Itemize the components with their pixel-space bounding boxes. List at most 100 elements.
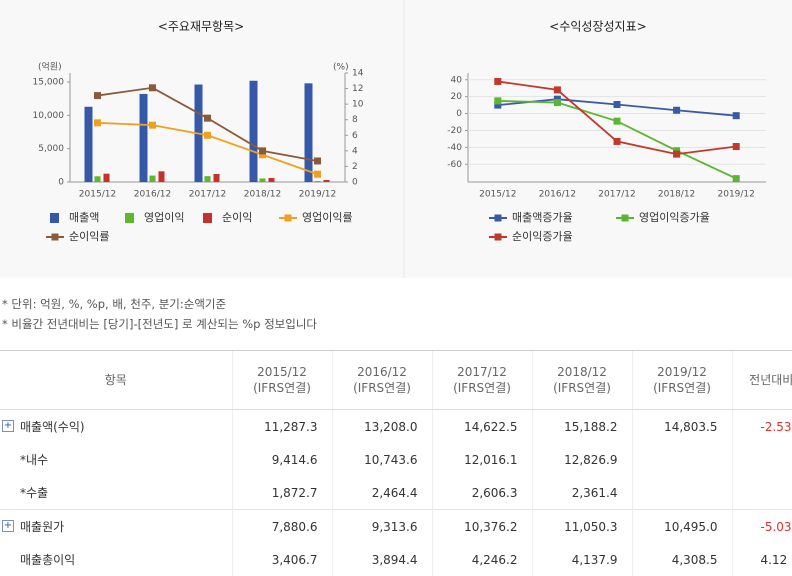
change-value: 4.12 (760, 552, 788, 567)
value-cell: 2,361.4 (531, 476, 632, 510)
value: 12,016.1 (464, 452, 518, 467)
value-cell: 4,137.9 (531, 543, 632, 576)
row-label: + 매출액(수익) (0, 410, 232, 444)
table-row: *수출 1,872.7 2,464.4 2,606.3 2,361.4 (0, 476, 792, 510)
value: 11,287.3 (264, 419, 318, 434)
value-cell: 2,606.3 (431, 476, 532, 510)
value: 2,606.3 (471, 485, 518, 500)
y-tick-label: 15,000 (33, 78, 65, 88)
row-label: + 매출원가 (0, 509, 232, 543)
value: 2,361.4 (571, 485, 618, 500)
y2-tick-label: 14 (352, 69, 364, 79)
bar (213, 174, 220, 182)
marker (553, 86, 561, 94)
marker (613, 101, 621, 109)
legend-swatch (203, 213, 212, 223)
chart-title: <수익성장성지표> (549, 20, 646, 34)
value: 3,406.7 (271, 552, 318, 567)
value: 13,208.0 (364, 419, 418, 434)
legend-marker (494, 233, 502, 241)
value: 7,880.6 (271, 519, 318, 534)
legend-swatch (50, 213, 59, 223)
value-cell: 4,246.2 (431, 543, 532, 576)
header-cell: 2018/12 (IFRS연결) (531, 350, 632, 410)
header-basis: (IFRS연결) (653, 381, 711, 395)
value-cell: 2,464.4 (331, 476, 432, 510)
y-tick-label: 10,000 (33, 111, 65, 121)
value-cell: 12,826.9 (531, 443, 632, 476)
x-tick-label: 2015/12 (79, 190, 116, 200)
y2-tick-label: 0 (352, 178, 358, 188)
row-label: 매출총이익 (0, 543, 232, 576)
row-label-text: 매출총이익 (20, 553, 76, 567)
header-cell: 2019/12 (IFRS연결) (631, 350, 732, 410)
change-cell (731, 476, 792, 510)
value: 15,188.2 (564, 419, 618, 434)
value-cell (631, 476, 732, 510)
row-label-text: *수출 (20, 486, 49, 500)
y-tick-label: 0 (58, 178, 64, 188)
financial-table: 항목 2015/12 (IFRS연결) 2016/12 (IFRS연결) 2017/12 (… (0, 350, 792, 576)
value-cell: 14,622.5 (431, 409, 532, 443)
header-period: 2015/12 (257, 365, 307, 379)
legend-label: 순이익 (222, 211, 252, 224)
y-tick-label: -60 (447, 160, 462, 170)
legend-swatch (125, 213, 134, 223)
value: 11,050.3 (564, 519, 618, 534)
value: 4,137.9 (571, 552, 618, 567)
value-cell: 10,743.6 (331, 443, 432, 476)
value-cell: 13,208.0 (331, 409, 432, 443)
header-cell: 2015/12 (IFRS연결) (231, 350, 332, 410)
value: 1,872.7 (271, 485, 318, 500)
y2-axis-label: (%) (333, 63, 349, 73)
value-cell: 1,872.7 (231, 476, 332, 510)
expand-button[interactable]: + (2, 420, 14, 432)
row-label: *수출 (0, 476, 232, 510)
x-tick-label: 2019/12 (299, 190, 336, 200)
x-tick-label: 2017/12 (189, 190, 226, 200)
y2-tick-label: 8 (352, 115, 358, 125)
change-cell (731, 443, 792, 476)
value: 14,803.5 (664, 419, 718, 434)
y2-tick-label: 10 (352, 100, 364, 110)
y-axis-label: (억원) (38, 61, 62, 73)
value: 2,464.4 (371, 485, 418, 500)
change-cell: -5.03 (731, 509, 792, 543)
panel (405, 0, 792, 278)
value: 4,308.5 (671, 552, 718, 567)
marker (204, 114, 211, 122)
value: 9,414.6 (271, 452, 318, 467)
header-period: 2017/12 (457, 365, 507, 379)
y2-tick-label: 2 (352, 162, 358, 172)
legend-marker (284, 214, 292, 222)
marker (732, 112, 740, 120)
row-label-text: 매출액(수익) (20, 420, 85, 434)
marker (553, 99, 561, 107)
header-cell: 2016/12 (IFRS연결) (331, 350, 432, 410)
value: 4,246.2 (471, 552, 518, 567)
value: 10,376.2 (464, 519, 518, 534)
x-tick-label: 2018/12 (244, 190, 281, 200)
header-basis: (IFRS연결) (353, 381, 411, 395)
value: 9,313.6 (371, 519, 418, 534)
marker (732, 143, 740, 151)
value-cell: 9,414.6 (231, 443, 332, 476)
marker (149, 121, 156, 129)
table-row: 매출총이익 3,406.7 3,894.4 4,246.2 4,137.9 4,308.5… (0, 543, 792, 576)
x-tick-label: 2018/12 (658, 190, 695, 200)
marker (494, 97, 502, 105)
header-basis: (IFRS연결) (253, 381, 311, 395)
value-cell: 4,308.5 (631, 543, 732, 576)
x-tick-label: 2015/12 (479, 190, 516, 200)
marker (613, 117, 621, 125)
marker (94, 119, 101, 127)
value: 12,826.9 (564, 452, 618, 467)
expand-button[interactable]: + (2, 520, 14, 532)
legend-label: 영업이익증가율 (639, 211, 710, 224)
legend-marker (621, 214, 629, 222)
marker (204, 131, 211, 139)
marker (613, 137, 621, 145)
change-value: -5.03 (760, 519, 792, 534)
y2-tick-label: 4 (352, 146, 358, 156)
